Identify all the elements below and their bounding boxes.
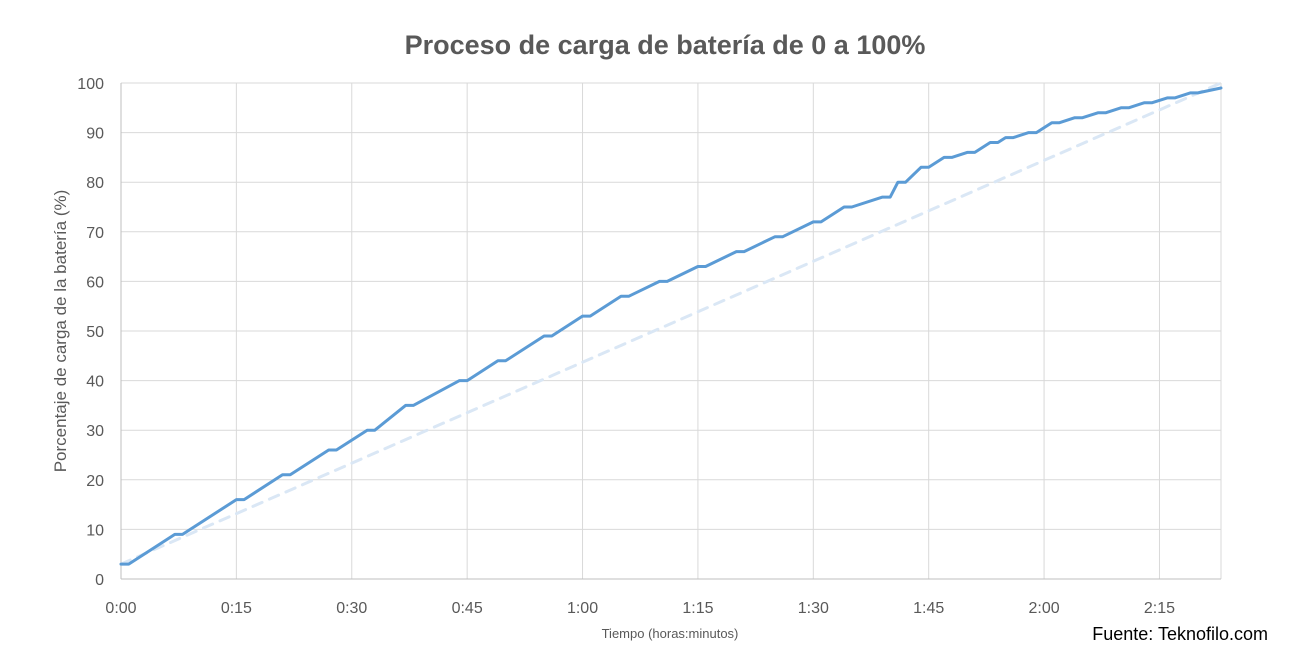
series-lines [119,81,1223,566]
y-axis-label: Porcentaje de carga de la batería (%) [51,190,70,473]
x-tick-label: 1:30 [798,600,829,617]
y-tick-label: 50 [86,324,104,341]
trend-line [119,81,1223,566]
y-tick-label: 80 [86,175,104,192]
source-credit: Fuente: Teknofilo.com [1092,624,1268,644]
y-tick-label: 40 [86,374,104,391]
x-tick-label: 2:15 [1144,600,1175,617]
chart-title: Proceso de carga de batería de 0 a 100% [405,30,926,60]
x-tick-label: 0:30 [336,600,367,617]
x-axis-label: Tiempo (horas:minutos) [602,626,739,641]
charge-line [119,86,1223,566]
y-tick-label: 70 [86,225,104,242]
x-tick-label: 0:45 [452,600,483,617]
y-tick-label: 20 [86,473,104,490]
axes [120,83,1221,580]
y-tick-label: 60 [86,274,104,291]
y-tick-label: 10 [86,522,104,539]
x-tick-label: 1:00 [567,600,598,617]
x-tick-label: 2:00 [1029,600,1060,617]
y-tick-label: 100 [77,76,104,93]
grid-lines [121,82,1222,579]
x-tick-label: 0:15 [221,600,252,617]
y-tick-label: 30 [86,423,104,440]
x-tick-labels: 0:00 0:15 0:30 0:45 1:00 1:15 1:30 1:45 2:00 2:15 [105,600,1175,617]
y-tick-labels: 0 10 20 30 40 50 60 70 80 90 100 [77,76,104,589]
x-tick-label: 1:15 [682,600,713,617]
y-tick-label: 0 [95,572,104,589]
x-tick-label: 0:00 [105,600,136,617]
y-tick-label: 90 [86,126,104,143]
x-tick-label: 1:45 [913,600,944,617]
